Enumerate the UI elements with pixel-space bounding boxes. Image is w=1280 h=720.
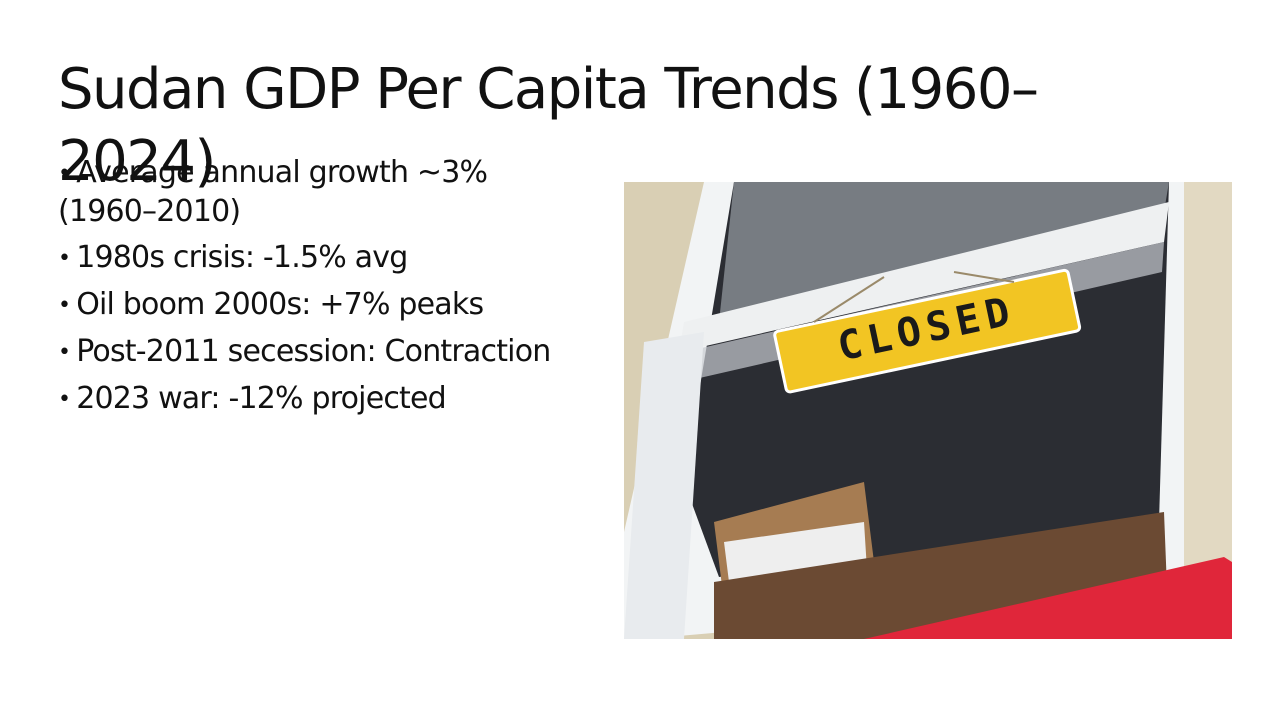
bullet: Post-2011 secession: Contraction bbox=[58, 333, 558, 372]
bullet: Oil boom 2000s: +7% peaks bbox=[58, 286, 558, 325]
bullet: 2023 war: -12% projected bbox=[58, 380, 558, 419]
bullet-list: Average annual growth ~3% (1960–2010) 19… bbox=[58, 154, 558, 427]
bullet: Average annual growth ~3% (1960–2010) bbox=[58, 154, 558, 231]
bullet: 1980s crisis: -1.5% avg bbox=[58, 239, 558, 278]
photo: CLOSED bbox=[624, 182, 1232, 639]
